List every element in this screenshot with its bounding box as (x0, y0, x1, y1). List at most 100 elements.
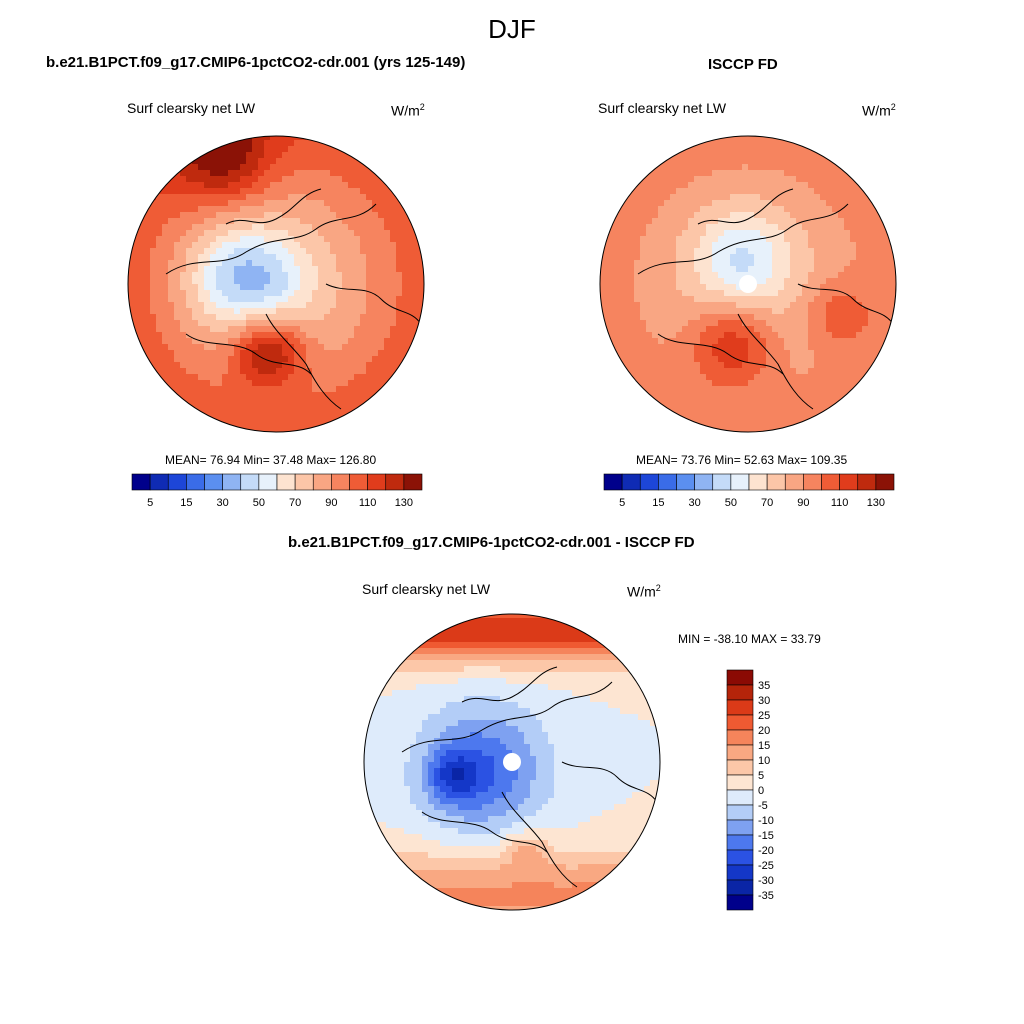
map-cell (778, 176, 785, 183)
map-cell (378, 344, 385, 351)
map-cell (408, 146, 415, 153)
map-cell (378, 392, 385, 399)
map-cell (252, 224, 259, 231)
map-cell (670, 404, 677, 411)
map-cell (730, 170, 737, 177)
map-cell (198, 374, 205, 381)
map-cell (348, 272, 355, 279)
map-cell (610, 170, 617, 177)
map-cell (742, 362, 749, 369)
map-cell (336, 296, 343, 303)
map-cell (712, 146, 719, 153)
map-cell (366, 380, 373, 387)
map-cell (718, 374, 725, 381)
map-cell (748, 224, 755, 231)
map-cell (222, 344, 229, 351)
map-cell (850, 356, 857, 363)
map-cell (366, 212, 373, 219)
map-cell (210, 422, 217, 429)
map-cell (264, 416, 271, 423)
map-cell (646, 200, 653, 207)
map-cell (814, 170, 821, 177)
map-cell (306, 176, 313, 183)
map-cell (814, 290, 821, 297)
map-cell (688, 362, 695, 369)
map-cell (408, 326, 415, 333)
map-cell (234, 290, 241, 297)
map-cell (646, 194, 653, 201)
map-cell (270, 422, 277, 429)
map-cell (748, 266, 755, 273)
map-cell (306, 308, 313, 315)
map-cell (264, 344, 271, 351)
map-cell (694, 338, 701, 345)
map-cell (348, 242, 355, 249)
map-cell (222, 230, 229, 237)
map-cell (610, 308, 617, 315)
map-cell (174, 410, 181, 417)
map-cell (634, 344, 641, 351)
map-cell (874, 170, 881, 177)
map-cell (634, 140, 641, 147)
map-cell (366, 136, 373, 141)
map-cell (216, 158, 223, 165)
map-cell (670, 212, 677, 219)
map-cell (360, 218, 367, 225)
map-cell (682, 272, 689, 279)
map-cell (676, 218, 683, 225)
map-cell (670, 188, 677, 195)
map-cell (132, 368, 139, 375)
map-cell (640, 368, 647, 375)
map-cell (880, 320, 887, 327)
map-cell (396, 356, 403, 363)
map-cell (688, 176, 695, 183)
map-cell (414, 428, 421, 432)
map-cell (700, 416, 707, 423)
map-cell (204, 158, 211, 165)
map-cell (372, 242, 379, 249)
map-cell (634, 392, 641, 399)
map-cell (420, 164, 424, 171)
map-cell (700, 296, 707, 303)
map-cell (180, 146, 187, 153)
map-cell (186, 314, 193, 321)
map-cell (414, 302, 421, 309)
map-cell (600, 284, 605, 291)
map-cell (180, 314, 187, 321)
map-cell (748, 272, 755, 279)
map-cell (658, 188, 665, 195)
map-cell (820, 146, 827, 153)
map-cell (384, 296, 391, 303)
map-cell (312, 374, 319, 381)
map-cell (384, 356, 391, 363)
map-cell (676, 338, 683, 345)
map-cell (712, 176, 719, 183)
map-cell (700, 260, 707, 267)
map-cell (282, 284, 289, 291)
map-cell (222, 428, 229, 432)
map-cell (378, 242, 385, 249)
map-cell (288, 386, 295, 393)
map-cell (694, 212, 701, 219)
map-cell (252, 308, 259, 315)
map-cell (390, 236, 397, 243)
map-cell (856, 272, 863, 279)
map-cell (658, 218, 665, 225)
map-cell (168, 140, 175, 147)
map-cell (814, 136, 821, 141)
map-cell (778, 206, 785, 213)
map-cell (402, 332, 409, 339)
map-cell (128, 350, 133, 357)
map-cell (634, 386, 641, 393)
map-cell (186, 398, 193, 405)
map-cell (402, 290, 409, 297)
map-cell (300, 392, 307, 399)
map-cell (372, 416, 379, 423)
map-cell (886, 272, 893, 279)
map-cell (270, 254, 277, 261)
map-cell (706, 422, 713, 429)
map-cell (640, 356, 647, 363)
map-cell (132, 284, 139, 291)
map-cell (252, 236, 259, 243)
map-cell (754, 398, 761, 405)
